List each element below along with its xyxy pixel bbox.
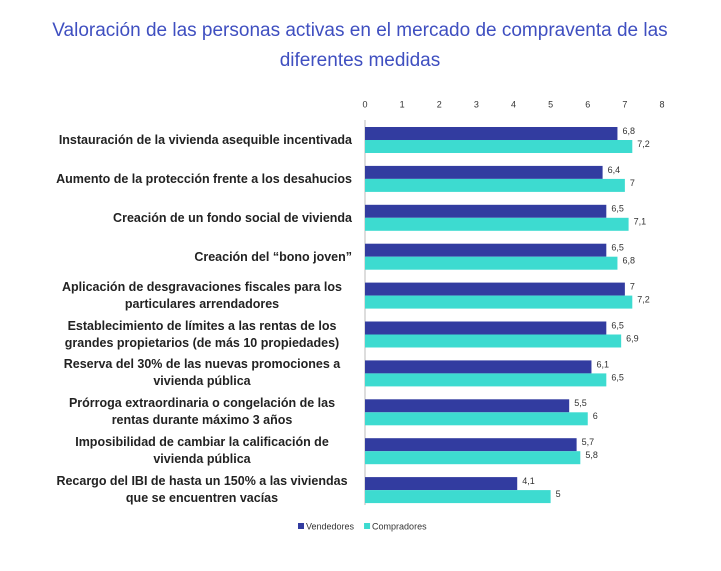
bar [365, 217, 629, 231]
category-text: Aplicación de desgravaciones fiscales pa… [62, 279, 342, 311]
bar [365, 399, 570, 413]
value-label: 6,5 [611, 320, 624, 330]
value-label: 7,1 [634, 217, 647, 227]
value-label: 5,5 [574, 398, 587, 408]
category-label: Creación del “bono joven” [20, 248, 352, 266]
value-label: 6,8 [622, 256, 635, 266]
legend-label: Compradores [372, 521, 427, 531]
category-label: Reserva del 30% de las nuevas promocione… [20, 356, 352, 390]
bar [365, 373, 607, 387]
x-tick-label: 4 [511, 99, 516, 109]
bar [365, 412, 588, 426]
bar [365, 295, 633, 309]
bar [365, 334, 622, 348]
category-text: Prórroga extraordinaria o congelación de… [68, 396, 336, 428]
value-label: 7,2 [637, 139, 650, 149]
bar [365, 438, 577, 452]
bar [365, 321, 607, 335]
value-label: 6,9 [626, 333, 639, 343]
category-label: Imposibilidad de cambiar la calificación… [20, 434, 352, 468]
value-label: 7,2 [637, 294, 650, 304]
x-tick-label: 8 [659, 99, 664, 109]
bar [365, 477, 518, 491]
bar [365, 256, 618, 270]
legend-swatch [364, 523, 371, 529]
bar [365, 490, 551, 504]
category-label: Creación de un fondo social de vivienda [20, 209, 352, 227]
category-label: Aplicación de desgravaciones fiscales pa… [20, 279, 352, 313]
bar [365, 178, 625, 192]
category-text: Creación de un fondo social de vivienda [113, 210, 352, 225]
value-label: 4,1 [522, 476, 535, 486]
bar [365, 360, 592, 374]
category-label: Recargo del IBI de hasta un 150% a las v… [20, 473, 352, 507]
x-tick-label: 6 [585, 99, 590, 109]
x-tick-label: 1 [400, 99, 405, 109]
x-tick-label: 0 [362, 99, 367, 109]
value-label: 6,5 [611, 372, 624, 382]
category-text: Instauración de la vivienda asequible in… [58, 133, 352, 147]
category-text: Establecimiento de límites a las rentas … [64, 318, 340, 350]
category-label: Prórroga extraordinaria o congelación de… [20, 395, 352, 429]
value-label: 6,5 [611, 243, 624, 253]
legend-swatch [298, 523, 304, 529]
value-label: 6,4 [608, 165, 621, 175]
bar [365, 165, 603, 179]
category-label: Instauración de la vivienda asequible in… [20, 131, 352, 149]
bar [365, 204, 607, 218]
bar [365, 451, 581, 465]
category-label: Establecimiento de límites a las rentas … [20, 318, 352, 352]
category-text: Reserva del 30% de las nuevas promocione… [63, 357, 341, 389]
value-label: 6,1 [596, 359, 609, 369]
bar [365, 243, 607, 257]
value-label: 6,8 [622, 126, 635, 136]
value-label: 7 [630, 178, 635, 188]
legend-label: Vendedores [306, 521, 355, 531]
chart-title: Valoración de las personas activas en el… [52, 20, 668, 71]
value-label: 5 [556, 489, 561, 499]
category-text: Creación del “bono joven” [194, 249, 352, 264]
value-label: 5,7 [582, 437, 595, 447]
bar [365, 127, 618, 140]
category-label: Aumento de la protección frente a los de… [20, 170, 352, 188]
x-tick-label: 7 [622, 99, 627, 109]
bar [365, 140, 633, 153]
value-label: 6,5 [611, 204, 624, 214]
value-label: 6 [593, 411, 598, 421]
x-tick-label: 3 [474, 99, 479, 109]
category-text: Recargo del IBI de hasta un 150% a las v… [56, 474, 348, 506]
x-tick-label: 2 [437, 99, 442, 109]
value-label: 5,8 [585, 450, 598, 460]
bar [365, 282, 625, 296]
category-text: Imposibilidad de cambiar la calificación… [75, 435, 329, 467]
category-text: Aumento de la protección frente a los de… [56, 171, 352, 186]
x-tick-label: 5 [548, 99, 553, 109]
value-label: 7 [630, 281, 635, 291]
